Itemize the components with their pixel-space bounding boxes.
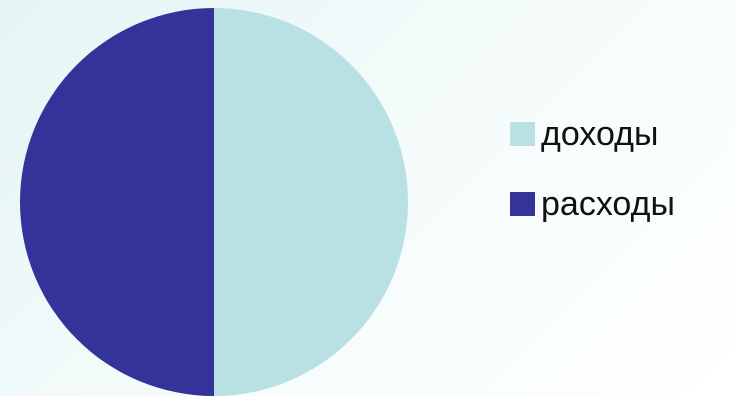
legend-swatch [510, 122, 535, 146]
legend-label: доходы [541, 115, 658, 153]
pie-slice [20, 8, 214, 396]
legend-swatch [510, 192, 535, 216]
legend-label: расходы [541, 185, 675, 223]
pie-slice [214, 8, 408, 396]
